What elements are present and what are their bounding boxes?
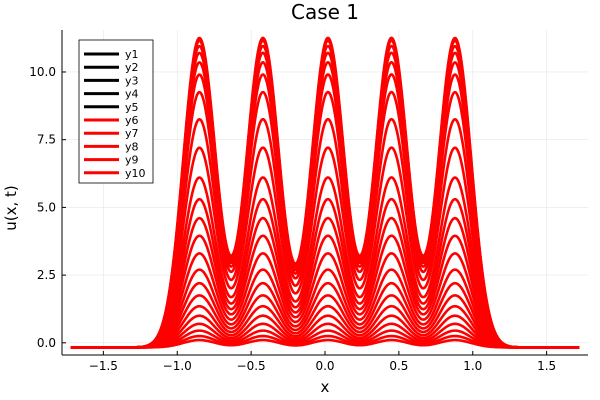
legend-label: y8 — [125, 140, 139, 153]
x-tick-label: 1.0 — [463, 359, 482, 373]
x-tick-label: −1.0 — [163, 359, 192, 373]
y-tick-label: 2.5 — [37, 268, 56, 282]
legend-label: y2 — [125, 61, 139, 74]
chart-title: Case 1 — [291, 0, 359, 24]
legend-label: y9 — [125, 154, 139, 167]
x-axis-ticks: −1.5 −1.0 −0.5 0.0 0.5 1.0 1.5 — [89, 351, 556, 373]
x-tick-label: −0.5 — [237, 359, 266, 373]
legend-box — [78, 39, 154, 184]
x-tick-label: 1.5 — [537, 359, 556, 373]
legend-label: y1 — [125, 48, 139, 61]
x-tick-label: 0.0 — [315, 359, 334, 373]
y-tick-label: 0.0 — [37, 336, 56, 350]
x-tick-label: 0.5 — [389, 359, 408, 373]
legend-label: y5 — [125, 101, 139, 114]
curve-line — [70, 36, 580, 349]
x-axis-label: x — [321, 378, 330, 396]
plot-curves — [70, 36, 580, 349]
y-tick-label: 10.0 — [29, 65, 56, 79]
legend-label: y10 — [125, 167, 146, 180]
x-tick-label: −1.5 — [89, 359, 118, 373]
legend-label: y7 — [125, 127, 139, 140]
y-axis-label: u(x, t) — [2, 185, 20, 231]
y-tick-label: 5.0 — [37, 200, 56, 214]
y-tick-label: 7.5 — [37, 133, 56, 147]
legend-label: y6 — [125, 114, 139, 127]
legend-label: y3 — [125, 74, 139, 87]
legend-label: y4 — [125, 88, 139, 101]
y-axis-ticks: 0.0 2.5 5.0 7.5 10.0 — [29, 65, 66, 350]
